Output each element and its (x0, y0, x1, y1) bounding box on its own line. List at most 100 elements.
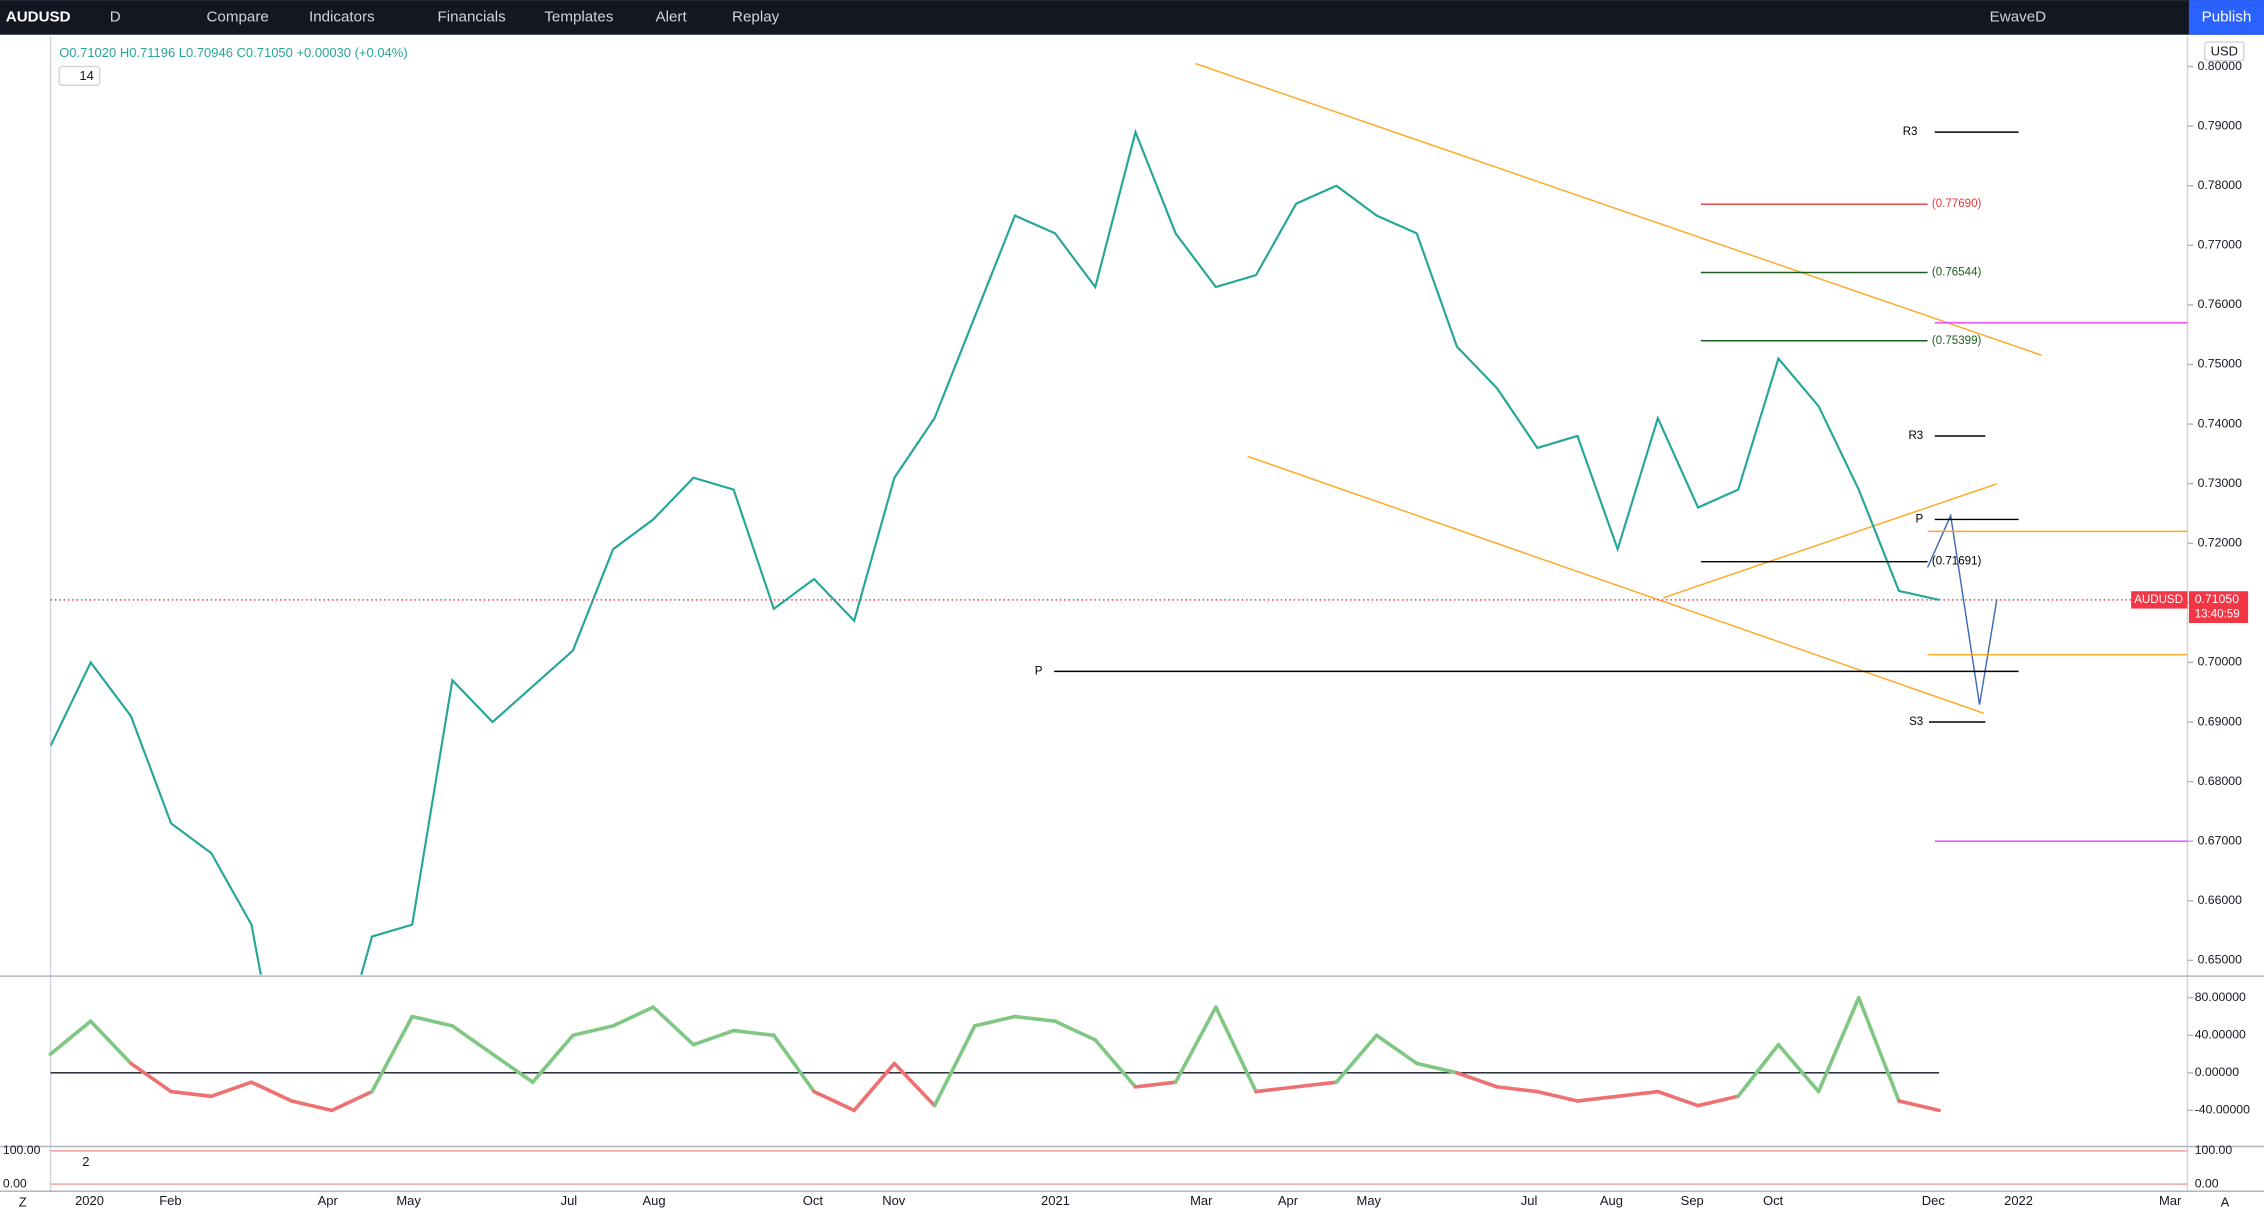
x-tick-label: Aug (1600, 1193, 1623, 1208)
oscillator-segment (731, 1028, 776, 1038)
y-tick-label: 0.77000 (2198, 238, 2243, 252)
templates[interactable]: Templates (544, 8, 613, 25)
lower-count[interactable]: 2 (82, 1154, 89, 1169)
oscillator-segment (1093, 1038, 1138, 1089)
y-tick-label: 0.00000 (2195, 1065, 2240, 1079)
publish-label[interactable]: Publish (2202, 8, 2252, 25)
trend-line (1195, 62, 2042, 356)
publish-button[interactable] (2188, 0, 2264, 35)
y-tick-label: 40.00000 (2195, 1028, 2246, 1042)
y-tick-label: 0.72000 (2198, 536, 2243, 550)
x-tick-label: 2022 (2004, 1193, 2033, 1208)
oscillator-segment (450, 1024, 495, 1056)
y-tick-label: 0.69000 (2198, 714, 2243, 728)
oscillator-segment (812, 1089, 856, 1113)
y-tick-label: 0.73000 (2198, 476, 2243, 490)
oscillator-segment (1053, 1019, 1098, 1042)
indicator-toggle[interactable] (58, 65, 101, 86)
oscillator-segment (1575, 1094, 1620, 1103)
x-tick-label: Feb (159, 1193, 181, 1208)
symbol-tag: AUDUSD (2134, 594, 2183, 606)
oscillator-segment (1013, 1014, 1057, 1024)
projection-path (1926, 512, 1998, 705)
oscillator-segment (249, 1080, 294, 1103)
oscillator-segment (370, 1014, 414, 1094)
oscillator-segment (932, 1024, 977, 1108)
oscillator-segment (1816, 995, 1861, 1094)
x-tick-label: Apr (318, 1193, 339, 1208)
x-tick-label: May (396, 1193, 421, 1208)
alert[interactable]: Alert (656, 8, 688, 25)
layout-name[interactable]: EwaveD (1990, 8, 2046, 25)
y-tick-label: 0.76000 (2198, 297, 2243, 311)
oscillator-segment (611, 1005, 656, 1028)
interval[interactable]: D (110, 8, 121, 25)
oscillator-segment (1696, 1094, 1741, 1108)
oscillator-segment (1856, 995, 1901, 1103)
y-tick-label: -40.00000 (2195, 1103, 2250, 1117)
financials[interactable]: Financials (437, 8, 506, 25)
compare[interactable]: Compare (206, 8, 268, 25)
x-tick-label: May (1357, 1193, 1382, 1208)
y-tick-label: 0.80000 (2198, 59, 2243, 73)
level-label: (0.71691) (1932, 556, 1982, 568)
replay[interactable]: Replay (732, 8, 780, 25)
trend-line (1247, 455, 1985, 715)
oscillator-segment (1656, 1089, 1700, 1108)
level-label: R3 (1903, 126, 1918, 138)
oscillator-segment (330, 1089, 374, 1113)
y-tick-label: 0.74000 (2198, 416, 2243, 430)
oscillator-segment (1897, 1099, 1941, 1113)
y-tick-label: 80.00000 (2195, 990, 2246, 1004)
symbol[interactable]: AUDUSD (6, 8, 71, 25)
x-tick-label: Jul (561, 1193, 578, 1208)
oscillator-segment (1294, 1080, 1339, 1089)
footer-right[interactable]: A (2221, 1194, 2230, 1209)
currency[interactable]: USD (2211, 43, 2238, 58)
level-label: R3 (1908, 430, 1923, 442)
x-tick-label: Mar (2159, 1193, 2182, 1208)
price-tag-bg (2188, 591, 2249, 623)
x-tick-label: Oct (1763, 1193, 1784, 1208)
countdown: 13:40:59 (2195, 608, 2240, 620)
oscillator-segment (1776, 1042, 1821, 1094)
y-tick-label: 0.00 (2195, 1176, 2219, 1190)
y-tick-label: 0.65000 (2198, 953, 2243, 967)
x-tick-label: 2020 (75, 1193, 104, 1208)
price-tag: 0.71050 (2195, 592, 2240, 606)
x-tick-label: Aug (643, 1193, 666, 1208)
oscillator-segment (1736, 1042, 1781, 1099)
level-label: P (1916, 513, 1924, 525)
y-tick-label: 0.79000 (2198, 118, 2243, 132)
footer-left[interactable]: Z (19, 1194, 27, 1209)
ohlc-legend: O0.71020 H0.71196 L0.70946 C0.71050 +0.0… (59, 45, 407, 60)
oscillator-segment (289, 1099, 334, 1113)
indicator-count[interactable]: 14 (79, 68, 93, 83)
x-tick-label: 2021 (1041, 1193, 1070, 1208)
currency-box[interactable] (2204, 41, 2245, 62)
y-tick-label-left: 0.00 (3, 1176, 27, 1190)
y-tick-label-left: 100.00 (3, 1143, 41, 1157)
level-label: S3 (1909, 716, 1923, 728)
oscillator-segment (530, 1033, 575, 1085)
x-tick-label: Oct (803, 1193, 824, 1208)
y-tick-label: 0.78000 (2198, 178, 2243, 192)
oscillator-segment (852, 1061, 897, 1113)
indicators[interactable]: Indicators (309, 8, 375, 25)
oscillator-segment (1254, 1085, 1299, 1094)
oscillator-segment (1334, 1033, 1379, 1085)
oscillator-segment (1455, 1071, 1499, 1089)
symbol-tag-bg (2131, 591, 2188, 609)
oscillator-segment (651, 1005, 696, 1047)
x-tick-label: Sep (1681, 1193, 1704, 1208)
toolbar (0, 0, 2264, 35)
level-label: P (1035, 665, 1043, 677)
x-tick-label: Nov (882, 1193, 906, 1208)
y-tick-label: 100.00 (2195, 1143, 2233, 1157)
trend-line (1663, 483, 1998, 599)
oscillator-segment (691, 1028, 736, 1047)
oscillator-segment (48, 1019, 93, 1056)
y-tick-label: 0.70000 (2198, 655, 2243, 669)
